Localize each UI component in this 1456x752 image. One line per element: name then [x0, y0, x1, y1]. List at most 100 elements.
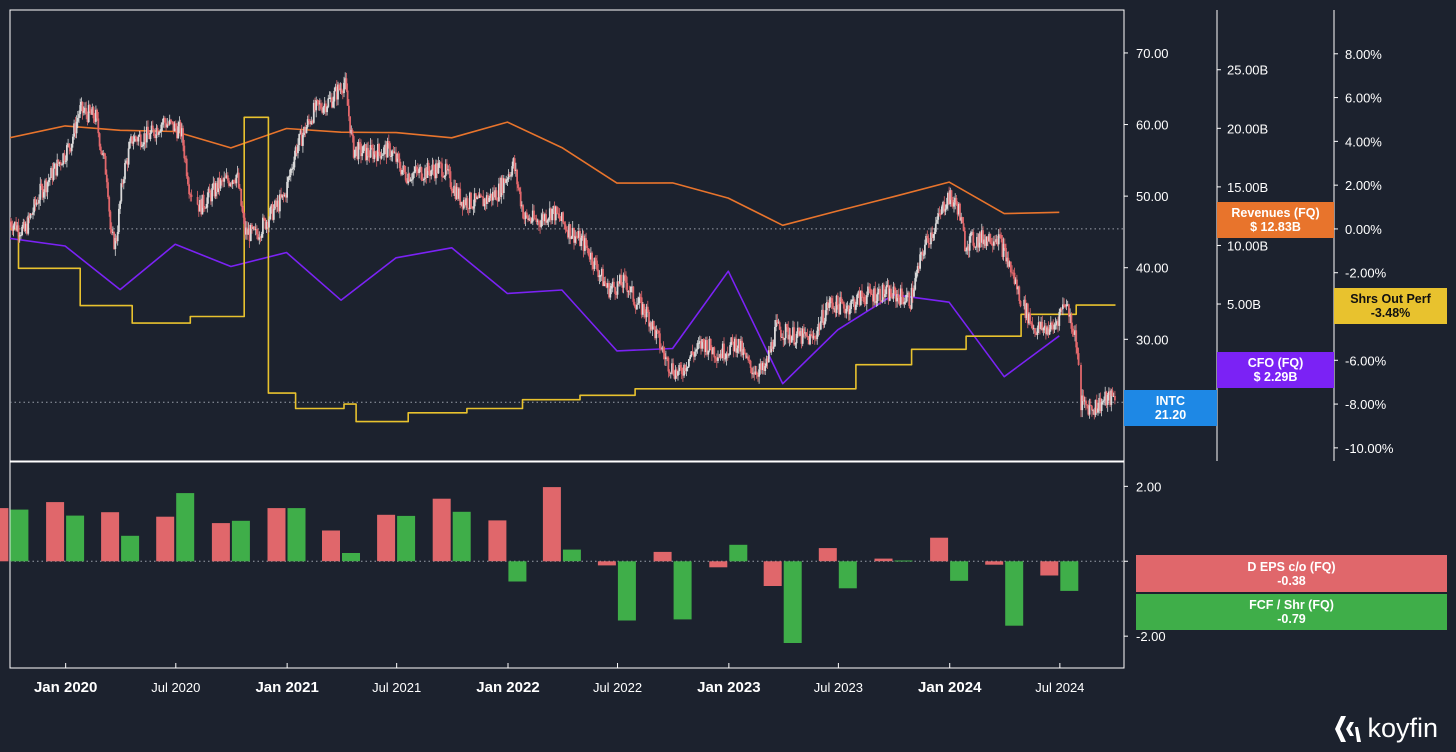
price-candle-body [299, 130, 302, 134]
price-candle-body [875, 301, 878, 304]
price-candle-body [596, 260, 598, 270]
price-candle-body [881, 284, 884, 302]
price-candle-body [256, 229, 258, 235]
price-candle-body [452, 190, 454, 193]
fcf-per-share-bar [342, 553, 360, 562]
price-candle-body [136, 138, 138, 142]
price-candle-body [55, 163, 57, 176]
price-candle-body [320, 103, 322, 109]
price-candle-body [131, 136, 134, 144]
price-candle-body [225, 175, 228, 178]
price-candle-body [300, 130, 303, 146]
price-candle-body [1066, 304, 1069, 306]
price-candle-body [568, 224, 570, 238]
price-candle-body [1031, 323, 1034, 329]
price-candle-body [826, 302, 828, 311]
price-candle-body [378, 144, 380, 152]
price-candle-body [621, 285, 624, 288]
price-candle-body [241, 205, 244, 212]
price-candle-body [911, 287, 914, 297]
price-candle-body [559, 218, 562, 221]
price-candle-body [46, 182, 49, 193]
price-candle-body [133, 136, 136, 142]
price-candle-body [758, 369, 760, 377]
price-candle-body [265, 221, 268, 229]
price-candle-body [420, 167, 423, 180]
performance-tick-label: 0.00% [1345, 222, 1382, 237]
price-candle-body [706, 340, 708, 355]
price-candle-body [627, 291, 630, 293]
price-candle-body [184, 158, 187, 160]
price-candle-body [799, 331, 802, 336]
price-candle-body [528, 218, 531, 221]
price-candle-body [535, 218, 538, 222]
price-candle-body [957, 203, 960, 215]
price-candle-body [295, 147, 298, 154]
price-candle-body [15, 221, 17, 231]
price-candle-body [277, 200, 280, 212]
price-candle-body [99, 146, 102, 151]
fcf-per-share-tag: FCF / Shr (FQ) -0.79 [1136, 594, 1447, 630]
price-candle-body [230, 183, 233, 185]
price-candle-body [557, 213, 560, 215]
price-candle-body [610, 286, 613, 289]
price-candle-body [345, 78, 348, 91]
price-candle-body [550, 208, 552, 221]
price-candle-body [976, 237, 978, 247]
price-candle-body [196, 197, 199, 205]
price-candle-body [832, 302, 834, 309]
price-candle-body [571, 228, 574, 237]
price-candle-body [402, 165, 405, 170]
price-candle-body [767, 350, 770, 363]
price-candle-body [147, 126, 149, 135]
price-candle-body [954, 198, 957, 203]
price-candle-body [697, 342, 700, 344]
price-candle-body [219, 179, 222, 189]
price-candle-body [368, 156, 371, 158]
price-candle-body [523, 218, 526, 220]
price-candle-body [262, 217, 264, 234]
price-candle-body [1099, 398, 1102, 411]
price-candle-body [764, 366, 767, 371]
price-candle-body [1072, 331, 1075, 335]
price-candle-body [723, 343, 725, 359]
price-candle-body [492, 191, 494, 201]
price-candle-body [318, 103, 321, 105]
price-candle-body [387, 141, 390, 144]
cfo-tag-label: CFO (FQ) [1247, 356, 1304, 370]
price-candle-body [189, 194, 192, 196]
price-candle-body [717, 357, 719, 361]
price-candle-body [565, 229, 568, 231]
price-candle-body [936, 219, 938, 224]
price-candle-body [922, 254, 925, 256]
price-candle-body [68, 143, 71, 149]
price-candle-body [961, 217, 964, 224]
eps-bar [101, 512, 120, 562]
price-candle-body [890, 288, 892, 297]
price-candle-body [505, 179, 508, 183]
bottom-panel-bars [0, 487, 1079, 643]
price-candle-body [1049, 322, 1052, 330]
price-candle-body [713, 347, 716, 358]
price-candle-body [815, 338, 817, 340]
price-candle-body [150, 125, 153, 133]
price-candle-body [539, 224, 541, 227]
price-candle-body [450, 187, 453, 191]
price-candle-body [285, 194, 287, 198]
price-candle-body [770, 342, 773, 353]
price-candle-body [604, 281, 607, 285]
price-candle-body [407, 173, 410, 184]
price-candle-body [143, 133, 146, 145]
price-candle-body [442, 176, 445, 178]
eps-bar [542, 487, 561, 562]
price-candle-body [142, 144, 144, 147]
price-candle-body [705, 340, 707, 352]
price-candle-body [540, 219, 543, 227]
performance-tick-label: -2.00% [1345, 266, 1387, 281]
price-candle-body [947, 193, 949, 205]
price-candle-body [39, 183, 42, 200]
price-candle-body [909, 306, 912, 309]
price-candle-body [774, 327, 776, 347]
price-candle-body [574, 235, 577, 243]
price-candle-body [327, 98, 330, 107]
